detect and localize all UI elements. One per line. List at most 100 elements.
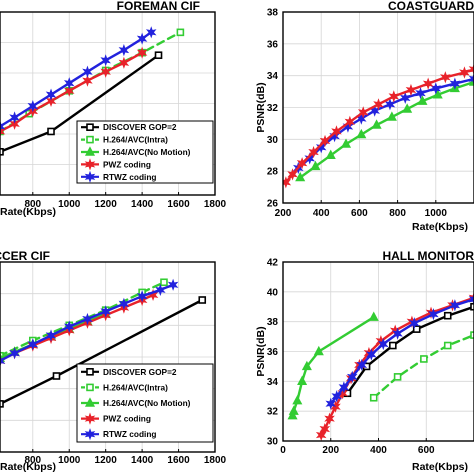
data-point-1-1 (393, 373, 402, 381)
legend: DISCOVER GOP=2 H.264/AVC(Intra) H.264/AVC(… (76, 363, 214, 443)
data-point-1-4 (470, 331, 474, 339)
data-point-4-5 (366, 348, 377, 361)
data-point-3-4 (337, 387, 348, 400)
data-point-0-0 (0, 147, 4, 156)
chart-panel-4: 0 200 400 600 30 32 34 36 38 40 42 HALL MONITOR Rate… (255, 249, 474, 473)
series-line-0 (346, 305, 474, 395)
data-point-2-3 (297, 375, 308, 386)
x-tick-label: 600 (351, 208, 368, 219)
data-point-4-6 (100, 54, 111, 67)
data-point-4-10 (449, 299, 461, 312)
y-tick-label: 38 (267, 8, 279, 19)
chart-panel-1: 800 1000 1200 1400 1600 1800 FOREMAN CIF Rate(K… (0, 0, 227, 218)
data-point-0-0 (295, 171, 306, 182)
data-point-3-1 (319, 422, 331, 436)
data-point-0-1 (52, 372, 61, 380)
data-point-2-0 (287, 409, 298, 420)
data-point-1-11 (449, 77, 461, 90)
x-tick-label: 400 (370, 445, 387, 456)
data-point-2-6 (344, 115, 356, 128)
legend-label: RTWZ coding (103, 172, 156, 182)
y-tick-label: 36 (267, 347, 279, 358)
data-point-2-9 (388, 90, 400, 103)
data-point-0-5 (470, 302, 474, 311)
legend: DISCOVER GOP=2 H.264/AVC(Intra) H.264/AVC(… (76, 120, 214, 184)
data-point-2-1 (287, 168, 298, 181)
x-tick-label: 800 (24, 199, 41, 210)
y-tick-label: 36 (267, 39, 279, 50)
y-tick-label: 30 (267, 135, 279, 146)
data-point-4-1 (9, 111, 20, 124)
y-tick-label: 32 (267, 407, 279, 418)
data-point-2-3 (308, 145, 319, 159)
data-point-2-0 (283, 176, 292, 189)
x-tick-label: 1800 (204, 199, 227, 210)
legend-marker-3 (84, 158, 96, 171)
axes-frame (0, 261, 216, 453)
chart-title: COASTGUARD (388, 0, 474, 13)
x-tick-label: 1600 (167, 455, 190, 466)
chart-panel-3: 800 1000 1200 1400 1600 1800 SOCCER CIF Rate(Kb… (0, 249, 227, 473)
data-point-4-1 (9, 347, 20, 360)
data-point-4-11 (468, 293, 474, 306)
data-point-1-5 (160, 278, 168, 287)
data-point-2-4 (319, 134, 331, 148)
axes-frame (0, 11, 216, 196)
data-point-2-1 (288, 405, 299, 415)
data-point-2-13 (459, 66, 470, 79)
series-line-1 (372, 333, 474, 399)
data-point-0-1 (47, 127, 55, 136)
data-point-4-4 (356, 358, 368, 372)
legend-marker-2 (84, 397, 96, 407)
series-group (287, 291, 474, 441)
data-point-4-9 (145, 26, 157, 39)
chart-panel-2: 200 400 600 800 1000 26 28 30 32 34 36 38 COASTGUARD… (255, 0, 474, 233)
data-point-4-7 (118, 44, 130, 57)
data-point-4-7 (118, 297, 130, 310)
legend-label: H.264/AVC(Intra) (103, 382, 168, 392)
data-point-1-2 (420, 355, 428, 363)
legend-box (76, 363, 214, 443)
legend-label: H.264/AVC(No Motion) (103, 398, 191, 408)
data-point-4-0 (0, 354, 6, 367)
data-point-0-0 (0, 400, 4, 408)
y-tick-label: 34 (267, 377, 279, 388)
data-point-1-0 (369, 393, 378, 402)
x-axis-label: Rate(Kbps) (412, 221, 468, 233)
data-point-2-5 (313, 345, 324, 356)
series-group (0, 26, 185, 156)
chart-title: HALL MONITOR (382, 249, 474, 263)
data-point-0-2 (198, 296, 207, 304)
data-point-0-6 (386, 111, 397, 121)
data-point-4-3 (45, 329, 57, 342)
x-tick-label: 1000 (425, 208, 448, 219)
data-point-0-8 (417, 95, 428, 105)
x-tick-label: 1200 (95, 455, 118, 466)
y-tick-label: 34 (267, 71, 279, 82)
legend-label: PWZ coding (103, 159, 151, 169)
legend-box (76, 120, 214, 184)
data-point-4-6 (378, 337, 389, 351)
series-line-4 (0, 31, 153, 128)
x-tick-label: 1000 (58, 455, 81, 466)
data-point-4-0 (325, 397, 337, 410)
y-tick-label: 38 (267, 317, 279, 328)
series-group (0, 278, 207, 408)
data-point-3-8 (136, 46, 148, 59)
y-tick-label: 30 (267, 437, 279, 448)
data-point-0-4 (356, 128, 367, 139)
data-point-2-8 (373, 98, 384, 111)
x-tick-label: 1400 (131, 455, 154, 466)
data-point-3-4 (63, 84, 75, 97)
y-axis-label: PSNR(dB) (255, 326, 267, 376)
data-point-2-14 (468, 63, 474, 76)
legend-marker-2 (84, 146, 96, 156)
data-point-0-2 (325, 149, 336, 159)
data-point-4-9 (155, 283, 166, 296)
legend-label: DISCOVER GOP=2 (103, 367, 177, 377)
legend-marker-0 (86, 123, 94, 131)
x-tick-label: 1400 (131, 199, 154, 210)
legend-marker-4 (84, 170, 96, 183)
x-tick-label: 800 (24, 455, 41, 466)
